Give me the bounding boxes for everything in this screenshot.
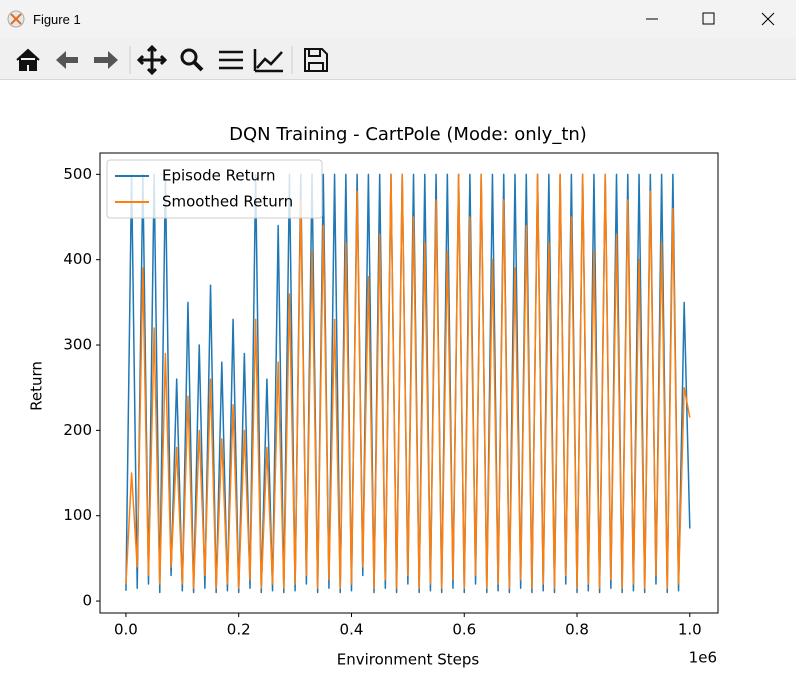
pan-button[interactable] bbox=[136, 44, 168, 76]
x-tick-label: 0.2 bbox=[227, 621, 251, 639]
close-button[interactable] bbox=[761, 12, 775, 26]
x-tick-label: 0.0 bbox=[114, 621, 138, 639]
x-axis-label: Environment Steps bbox=[337, 651, 480, 669]
chart-title: DQN Training - CartPole (Mode: only_tn) bbox=[229, 124, 587, 145]
series-line bbox=[125, 173, 691, 594]
y-tick-label: 400 bbox=[63, 250, 92, 268]
y-tick-label: 300 bbox=[63, 336, 92, 354]
chart: DQN Training - CartPole (Mode: only_tn) … bbox=[28, 124, 719, 669]
axes-frame bbox=[99, 152, 719, 614]
toolbar-icons bbox=[16, 44, 328, 76]
legend-box bbox=[106, 159, 323, 219]
zoom-handle bbox=[192, 60, 204, 72]
x-tick-label: 1.0 bbox=[678, 621, 702, 639]
maximize-button[interactable] bbox=[702, 12, 715, 25]
y-tick-label: 500 bbox=[63, 165, 92, 183]
title-bar: Figure 1 bbox=[0, 0, 796, 38]
x-offset-label: 1e6 bbox=[689, 649, 717, 667]
toolbar bbox=[0, 38, 796, 80]
edit-button[interactable] bbox=[253, 49, 283, 73]
app-icon-mark bbox=[10, 13, 22, 25]
legend-label: Smoothed Return bbox=[162, 193, 293, 211]
legend-label: Episode Return bbox=[162, 167, 275, 185]
window-title: Figure 1 bbox=[33, 12, 81, 27]
x-tick-label: 0.6 bbox=[452, 621, 476, 639]
forward-button[interactable] bbox=[94, 51, 118, 69]
y-tick-label: 0 bbox=[82, 592, 92, 610]
series-line bbox=[125, 173, 691, 589]
back-button[interactable] bbox=[56, 51, 78, 69]
save-button[interactable] bbox=[304, 48, 328, 72]
y-tick-label: 100 bbox=[63, 506, 92, 524]
title-bar-art: Figure 1 bbox=[7, 10, 775, 28]
y-axis-label: Return bbox=[28, 361, 46, 411]
zoom-button[interactable] bbox=[180, 48, 198, 66]
configure-button[interactable] bbox=[219, 50, 243, 70]
home-button[interactable] bbox=[16, 48, 40, 71]
y-tick-label: 200 bbox=[63, 421, 92, 439]
x-tick-label: 0.8 bbox=[565, 621, 589, 639]
x-tick-label: 0.4 bbox=[340, 621, 364, 639]
